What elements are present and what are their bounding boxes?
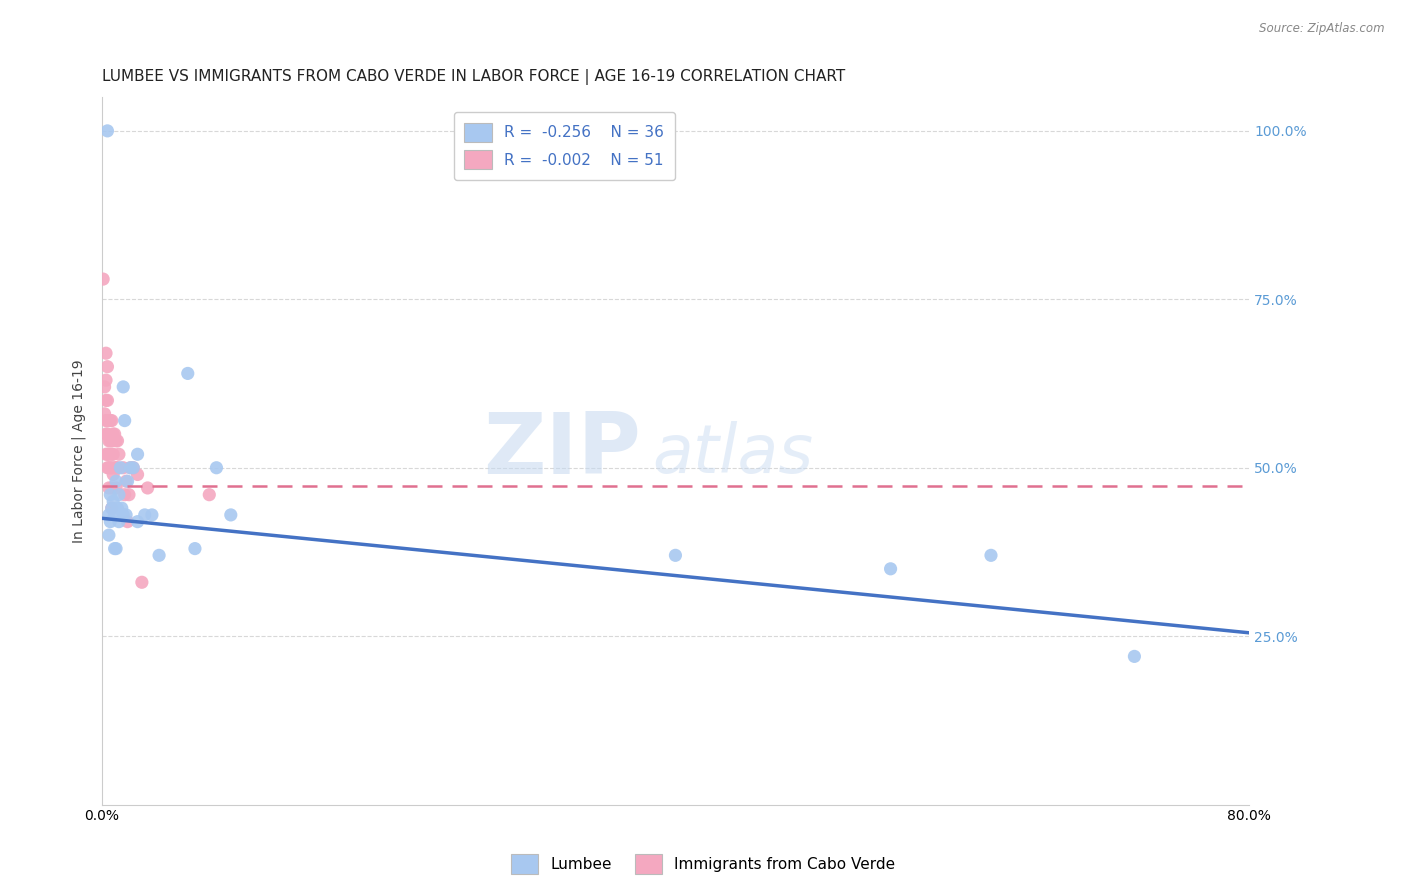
Point <box>100 447 122 461</box>
Point <box>115 508 138 522</box>
Point <box>141 508 163 522</box>
Point <box>120 460 142 475</box>
Point <box>980 549 1002 563</box>
Point <box>127 467 149 482</box>
Point <box>94 393 117 408</box>
Point <box>104 508 127 522</box>
Point <box>100 481 122 495</box>
Point <box>136 481 159 495</box>
Point <box>97 528 120 542</box>
Point <box>664 549 686 563</box>
Point <box>96 414 118 428</box>
Point <box>107 434 129 448</box>
Point <box>879 562 901 576</box>
Point <box>96 393 118 408</box>
Point <box>97 508 120 522</box>
Point <box>96 359 118 374</box>
Point <box>111 501 134 516</box>
Point <box>96 124 118 138</box>
Point <box>97 414 120 428</box>
Point <box>120 460 142 475</box>
Point <box>98 488 121 502</box>
Point <box>112 380 135 394</box>
Text: LUMBEE VS IMMIGRANTS FROM CABO VERDE IN LABOR FORCE | AGE 16-19 CORRELATION CHAR: LUMBEE VS IMMIGRANTS FROM CABO VERDE IN … <box>101 69 845 85</box>
Legend: Lumbee, Immigrants from Cabo Verde: Lumbee, Immigrants from Cabo Verde <box>505 848 901 880</box>
Point <box>103 467 125 482</box>
Point <box>107 501 129 516</box>
Point <box>177 367 200 381</box>
Text: atlas: atlas <box>652 421 814 487</box>
Y-axis label: In Labor Force | Age 16-19: In Labor Force | Age 16-19 <box>72 359 86 542</box>
Point <box>198 488 221 502</box>
Point <box>103 447 125 461</box>
Point <box>100 501 122 516</box>
Point <box>112 508 135 522</box>
Text: Source: ZipAtlas.com: Source: ZipAtlas.com <box>1260 22 1385 36</box>
Point <box>112 460 135 475</box>
Point <box>100 414 122 428</box>
Point <box>134 508 156 522</box>
Point <box>115 474 138 488</box>
Point <box>100 501 122 516</box>
Point <box>117 474 139 488</box>
Point <box>105 541 128 556</box>
Point <box>122 460 145 475</box>
Point <box>97 447 120 461</box>
Point <box>98 460 121 475</box>
Point <box>94 427 117 442</box>
Point <box>205 460 228 475</box>
Point <box>122 460 145 475</box>
Point <box>219 508 242 522</box>
Point <box>103 494 125 508</box>
Point <box>103 427 125 442</box>
Point <box>104 460 127 475</box>
Point <box>94 414 117 428</box>
Point <box>98 434 121 448</box>
Point <box>118 488 141 502</box>
Point <box>105 481 128 495</box>
Point <box>104 427 127 442</box>
Point <box>114 414 136 428</box>
Point <box>100 460 122 475</box>
Point <box>96 460 118 475</box>
Point <box>104 541 127 556</box>
Point <box>127 447 149 461</box>
Point <box>94 346 117 360</box>
Point <box>1123 649 1146 664</box>
Point <box>114 488 136 502</box>
Point <box>98 515 121 529</box>
Point <box>184 541 207 556</box>
Point <box>105 434 128 448</box>
Point <box>131 575 153 590</box>
Point <box>94 373 117 387</box>
Point <box>96 427 118 442</box>
Point <box>110 460 132 475</box>
Point <box>105 474 128 488</box>
Point <box>91 272 114 286</box>
Legend: R =  -0.256    N = 36, R =  -0.002    N = 51: R = -0.256 N = 36, R = -0.002 N = 51 <box>454 112 675 180</box>
Point <box>127 515 149 529</box>
Point <box>93 407 115 421</box>
Point <box>97 460 120 475</box>
Point <box>97 481 120 495</box>
Point <box>94 447 117 461</box>
Point <box>100 434 122 448</box>
Point <box>108 515 131 529</box>
Point <box>117 515 139 529</box>
Point <box>105 460 128 475</box>
Point <box>148 549 170 563</box>
Text: ZIP: ZIP <box>484 409 641 492</box>
Point <box>96 447 118 461</box>
Point <box>108 447 131 461</box>
Point <box>97 434 120 448</box>
Point <box>93 380 115 394</box>
Point <box>98 414 121 428</box>
Point <box>107 460 129 475</box>
Point <box>108 488 131 502</box>
